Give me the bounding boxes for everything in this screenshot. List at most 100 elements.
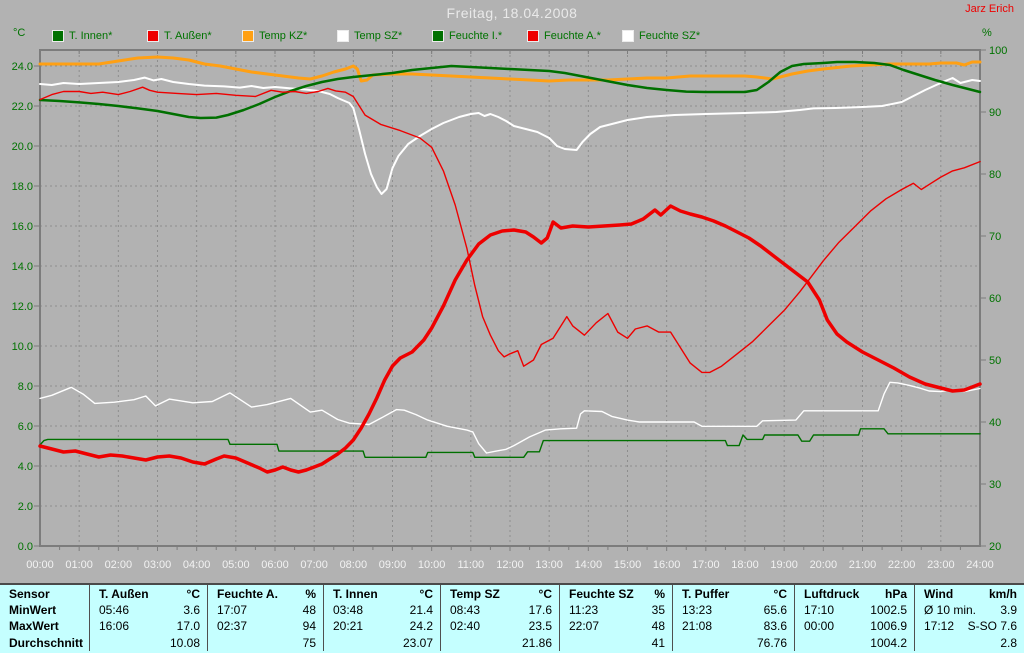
table-cell-min: 17:10 1002.5 <box>794 602 914 618</box>
cell-time: Feuchte SZ <box>569 586 634 601</box>
table-cell-min: 08:43 17.6 <box>440 602 559 618</box>
y-axis-label-right: 20 <box>989 541 1001 553</box>
cell-time: 02:37 <box>217 619 248 633</box>
cell-time: 11:23 <box>569 603 599 617</box>
cell-value: 10.08 <box>169 635 200 650</box>
table-cell-min: 03:48 21.4 <box>323 602 440 618</box>
y-axis-label-right: 70 <box>989 231 1001 243</box>
table-cell-min: Ø 10 min. 3.9 <box>914 602 1024 618</box>
x-axis-label: 05:00 <box>222 559 250 571</box>
table-cell-max: 21:08 83.6 <box>672 618 794 634</box>
table-cell-max: 16:06 17.0 <box>89 618 207 634</box>
x-axis-label: 03:00 <box>144 559 172 571</box>
cell-value: 35 <box>651 603 665 617</box>
x-axis-label: 15:00 <box>614 559 642 571</box>
cell-time: Ø 10 min. <box>924 603 977 617</box>
cell-value: °C <box>186 586 200 601</box>
cell-time: Temp SZ <box>450 586 500 601</box>
table-row-label: Sensor <box>9 586 50 601</box>
cell-value: 23.07 <box>402 635 433 650</box>
x-axis-label: 24:00 <box>966 559 994 571</box>
y-axis-label-left: 14.0 <box>12 261 33 273</box>
series-feuchte-i <box>39 428 981 458</box>
legend-item-feuchte-i: Feuchte I.* <box>432 29 502 43</box>
y-axis-label-left: 22.0 <box>12 101 33 113</box>
legend-label: Temp KZ* <box>259 30 308 42</box>
x-axis-label: 14:00 <box>575 559 603 571</box>
cell-time: 17:10 <box>804 603 835 617</box>
legend-swatch-feuchte-a <box>527 30 539 42</box>
cell-value: 2.8 <box>1000 635 1017 650</box>
y-axis-label-left: 10.0 <box>12 341 33 353</box>
x-axis-label: 09:00 <box>379 559 407 571</box>
y-axis-label-left: 6.0 <box>18 421 33 433</box>
legend-swatch-feuchte-sz <box>622 30 634 42</box>
cell-value: 23.5 <box>528 619 552 633</box>
x-axis-label: 10:00 <box>418 559 446 571</box>
legend-item-temp-kz: Temp KZ* <box>242 29 307 43</box>
cell-value: 48 <box>302 603 316 617</box>
cell-value: hPa <box>884 586 907 601</box>
series-temp-sz <box>39 76 981 195</box>
table-header-Wind: Wind km/h <box>914 585 1024 602</box>
cell-value: 1002.5 <box>870 603 907 617</box>
y-axis-label-left: 18.0 <box>12 181 33 193</box>
legend-swatch-feuchte-i <box>432 30 444 42</box>
cell-value: 65.6 <box>763 603 787 617</box>
legend-item-temp-sz: Temp SZ* <box>337 29 402 43</box>
cell-time: 20:21 <box>333 619 364 633</box>
series-feuchte-a <box>39 86 981 374</box>
cell-value: 21.4 <box>409 603 433 617</box>
cell-value: 17.6 <box>528 603 552 617</box>
y-axis-label-right: 60 <box>989 293 1001 305</box>
table-cell-avg: 75 <box>207 634 323 651</box>
legend-item-t-innen: T. Innen* <box>52 29 112 43</box>
cell-value: 3.6 <box>183 603 200 617</box>
table-cell-min: 17:07 48 <box>207 602 323 618</box>
cell-time: 08:43 <box>450 603 481 617</box>
legend-label: Feuchte A.* <box>544 30 601 42</box>
x-axis-label: 17:00 <box>692 559 720 571</box>
table-cell-avg: 76.76 <box>672 634 794 651</box>
y-axis-label-left: 24.0 <box>12 61 33 73</box>
cell-value: 76.76 <box>756 635 787 650</box>
x-axis-label: 21:00 <box>849 559 877 571</box>
series-temp-kz <box>38 55 982 83</box>
table-cell-max: 22:07 48 <box>559 618 672 634</box>
x-axis-label: 02:00 <box>105 559 133 571</box>
table-cell-min: 11:23 35 <box>559 602 672 618</box>
cell-value: 83.6 <box>763 619 787 633</box>
table-cell-avg: 10.08 <box>89 634 207 651</box>
cell-value: 1004.2 <box>870 635 907 650</box>
cell-time: 16:06 <box>99 619 130 633</box>
chart-canvas: 0.0 2.0 4.0 6.0 8.0 10.0 12.0 14.0 16.0 18.0 20.0 2… <box>12 45 1008 571</box>
table-cell-min: 13:23 65.6 <box>672 602 794 618</box>
table-header-T. Außen: T. Außen °C <box>89 585 207 602</box>
table-cell-max: 20:21 24.2 <box>323 618 440 634</box>
cell-time: 21:08 <box>682 619 713 633</box>
x-axis-label: 06:00 <box>261 559 289 571</box>
cell-value: S-SO 7.6 <box>967 619 1017 633</box>
cell-value: 75 <box>302 635 316 650</box>
cell-value: 24.2 <box>409 619 433 633</box>
legend-swatch-t-innen <box>52 30 64 42</box>
plot-area[interactable] <box>39 49 981 547</box>
y-axis-label-right: 30 <box>989 479 1001 491</box>
y-axis-label-right: 80 <box>989 169 1001 181</box>
cell-value: % <box>305 586 316 601</box>
table-header-T. Puffer: T. Puffer °C <box>672 585 794 602</box>
cell-time: T. Innen <box>333 586 378 601</box>
y-axis-label-left: 0.0 <box>18 541 33 553</box>
cell-value: 3.9 <box>1000 603 1017 617</box>
cell-time: 03:48 <box>333 603 364 617</box>
x-axis-label: 20:00 <box>810 559 838 571</box>
cell-value: °C <box>538 586 552 601</box>
cell-time: 22:07 <box>569 619 600 633</box>
legend-label: Feuchte I.* <box>449 30 503 42</box>
author-label: Jarz Erich <box>965 3 1014 15</box>
page-title: Freitag, 18.04.2008 <box>446 5 578 21</box>
x-axis-label: 07:00 <box>300 559 328 571</box>
right-axis-unit: % <box>982 27 992 39</box>
table-cell-avg: 23.07 <box>323 634 440 651</box>
